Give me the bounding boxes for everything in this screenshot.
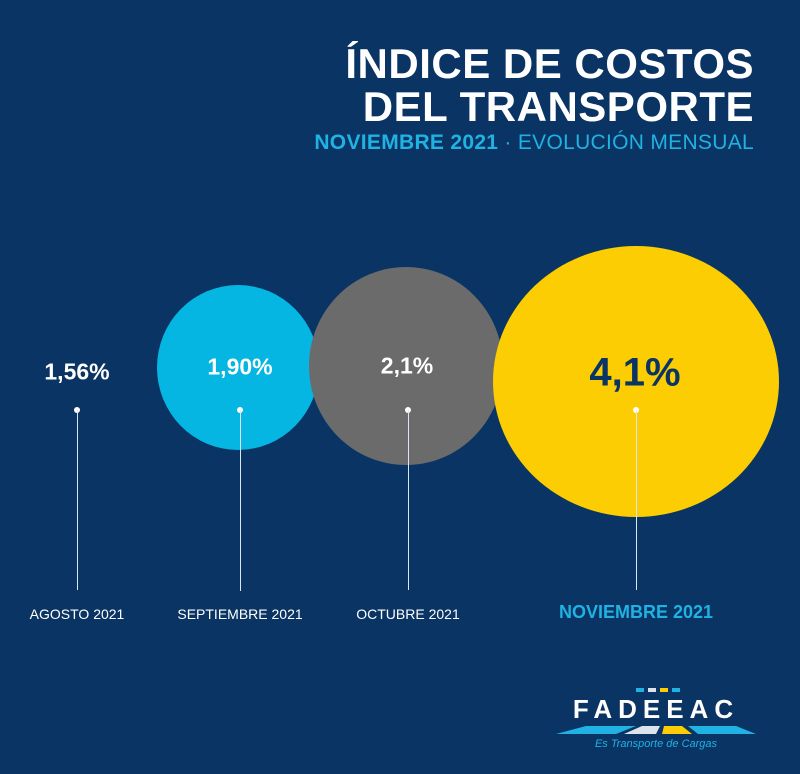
- logo-tagline: Es Transporte de Cargas: [594, 738, 718, 750]
- subtitle-description: EVOLUCIÓN MENSUAL: [517, 131, 754, 154]
- fadeeac-logo: FADEEAC Es Transporte de Cargas: [556, 684, 756, 756]
- month-label-noviembre: NOVIEMBRE 2021: [558, 602, 714, 622]
- title-line-1: ÍNDICE DE COSTOS: [345, 40, 754, 87]
- month-label-septiembre: SEPTIEMBRE 2021: [177, 606, 303, 622]
- month-label-agosto: AGOSTO 2021: [29, 606, 125, 622]
- subtitle-month: NOVIEMBRE 2021: [314, 131, 499, 154]
- page-title: ÍNDICE DE COSTOS DEL TRANSPORTE: [345, 42, 754, 128]
- bubble-septiembre: [157, 285, 319, 450]
- logo-name: FADEEAC: [572, 694, 740, 724]
- value-agosto: 1,56%: [44, 358, 110, 385]
- stem-agosto: [77, 410, 78, 590]
- bubble-octubre: [309, 267, 503, 465]
- value-octubre: 2,1%: [380, 352, 434, 379]
- title-line-2: DEL TRANSPORTE: [362, 83, 754, 130]
- stem-septiembre: [240, 410, 241, 591]
- month-label-octubre: OCTUBRE 2021: [356, 606, 460, 622]
- subtitle: NOVIEMBRE 2021 · EVOLUCIÓN MENSUAL: [314, 131, 754, 155]
- stem-noviembre: [636, 410, 637, 590]
- subtitle-separator: ·: [498, 131, 518, 154]
- value-noviembre: 4,1%: [589, 350, 681, 395]
- value-septiembre: 1,90%: [207, 353, 273, 380]
- stem-octubre: [408, 410, 409, 590]
- logo-road-icon: [556, 688, 756, 734]
